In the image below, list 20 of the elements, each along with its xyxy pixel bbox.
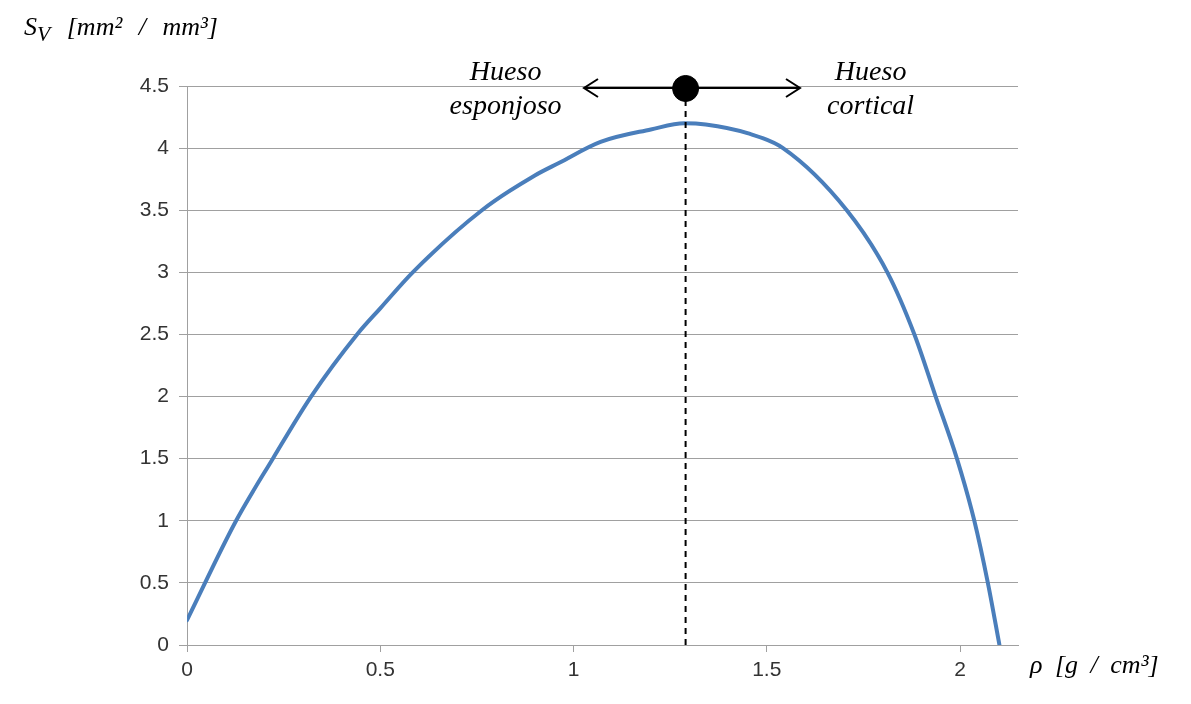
line-series <box>187 121 1002 645</box>
y-tick-label: 4 <box>157 134 170 158</box>
y-tick-label: 0.5 <box>139 569 169 593</box>
y-tick-label: 4.5 <box>139 72 169 96</box>
annotation: Hueso esponjoso <box>449 55 562 121</box>
y-tick-label: 1 <box>157 507 169 531</box>
x-tick-label: 0 <box>181 657 193 681</box>
x-tick-label: 1 <box>567 657 580 681</box>
x-axis-title: ρ [g / cm³] <box>1030 650 1159 680</box>
y-tick-label: 0 <box>157 631 169 655</box>
x-tick-label: 0.5 <box>365 657 395 681</box>
y-tick-label: 3 <box>157 259 169 283</box>
x-tick-label: 2 <box>954 657 966 681</box>
y-tick-label: 2 <box>157 383 169 407</box>
y-tick-label: 3.5 <box>139 197 169 221</box>
y-tick-label: 1.5 <box>139 445 169 469</box>
y-axis-title: S$_{V}$ [mm² / mm³] <box>24 12 218 48</box>
annotation: Hueso cortical <box>827 55 915 121</box>
y-tick-label: 2.5 <box>139 321 169 345</box>
x-tick-label: 1.5 <box>752 657 782 681</box>
